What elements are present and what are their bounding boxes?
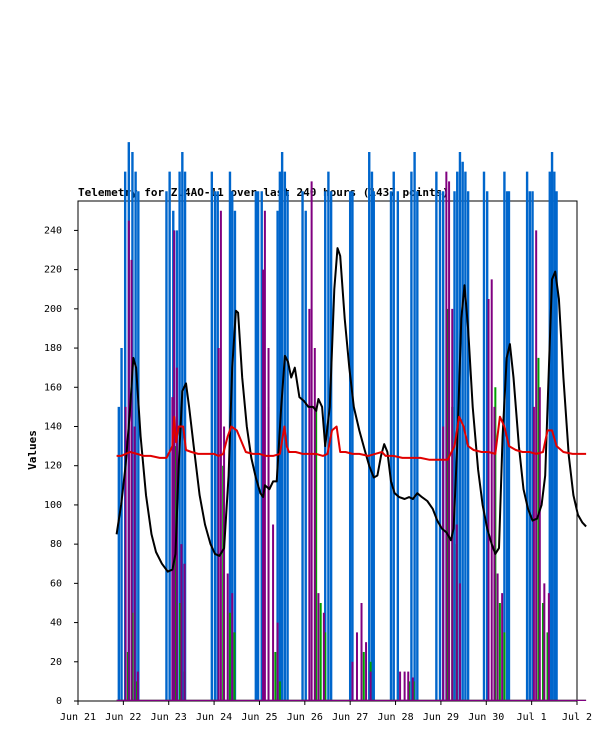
x-tick-label: Jun 26 xyxy=(287,712,323,723)
y-tick-label: 120 xyxy=(44,461,62,472)
x-axis-ticks: Jun 21 Jun 22 Jun 23 Jun 24 Jun 25 Jun 26 Jun … xyxy=(60,701,592,723)
x-tick-label: Jun 28 xyxy=(377,712,413,723)
y-tick-label: 60 xyxy=(50,578,62,589)
y-tick-label: 100 xyxy=(44,500,62,511)
line-series-red xyxy=(116,415,587,461)
x-tick-label: Jun 25 xyxy=(241,712,277,723)
y-tick-label: 40 xyxy=(50,618,62,629)
y-tick-label: 200 xyxy=(44,304,62,315)
x-tick-label: Jun 21 xyxy=(60,712,96,723)
x-tick-label: Jun 27 xyxy=(332,712,368,723)
series-layer xyxy=(115,142,587,701)
x-tick-label: Jul 1 xyxy=(517,712,547,723)
y-axis-label: Values xyxy=(26,430,39,470)
x-tick-label: Jun 23 xyxy=(151,712,187,723)
y-tick-label: 0 xyxy=(56,696,62,707)
x-tick-label: Jun 24 xyxy=(196,712,232,723)
y-tick-label: 220 xyxy=(44,265,62,276)
y-tick-label: 240 xyxy=(44,225,62,236)
x-tick-label: Jun 22 xyxy=(105,712,141,723)
x-tick-label: Jun 30 xyxy=(468,712,504,723)
x-tick-label: Jul 2 xyxy=(562,712,592,723)
y-tick-label: 160 xyxy=(44,382,62,393)
line-series-black xyxy=(115,247,587,573)
y-axis-ticks: 0 20 40 60 80 100 120 140 160 180 200 220 240 xyxy=(44,225,78,707)
x-tick-label: Jun 29 xyxy=(423,712,459,723)
y-tick-label: 80 xyxy=(50,539,62,550)
y-tick-label: 20 xyxy=(50,657,62,668)
y-tick-label: 140 xyxy=(44,421,62,432)
y-tick-label: 180 xyxy=(44,343,62,354)
